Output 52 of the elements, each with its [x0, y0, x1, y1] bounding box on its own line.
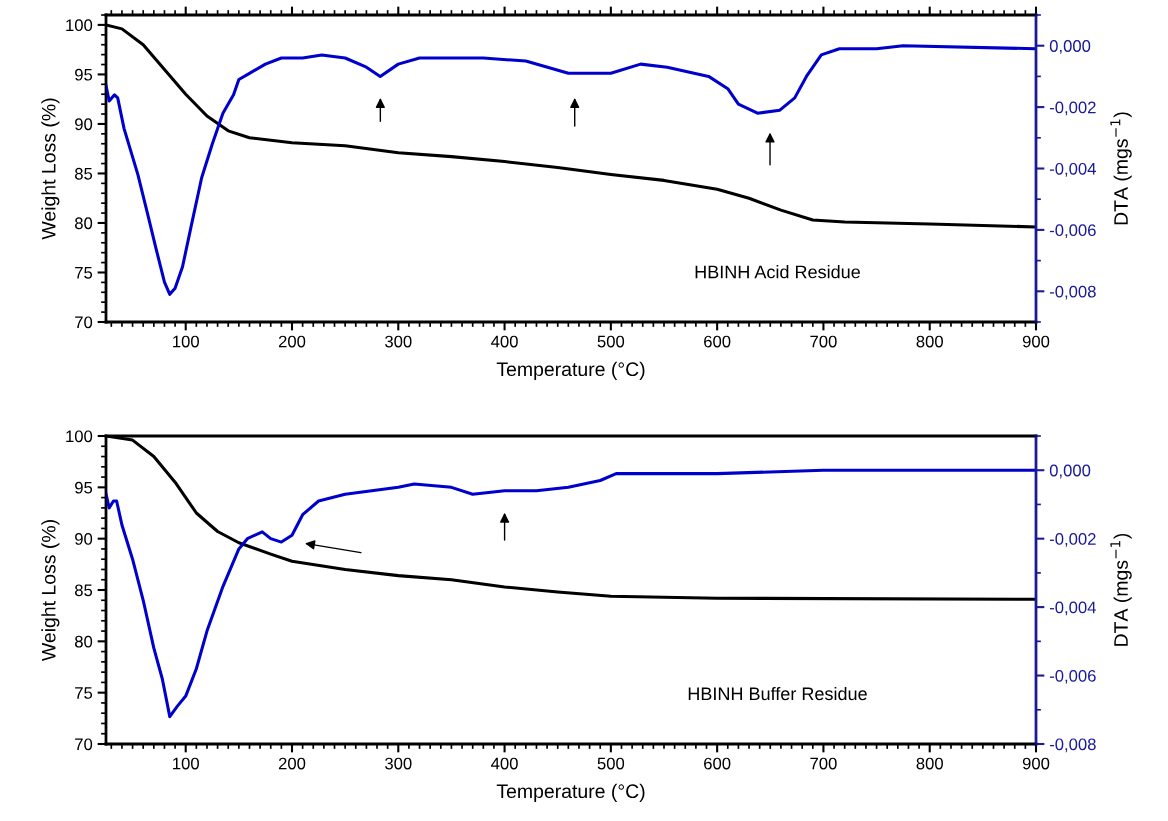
y-tick-label: 75	[75, 687, 93, 699]
y2-tick-label: 0,000	[1049, 464, 1091, 479]
y2-axis-title: DTA (mgs$^{−1}$)	[1110, 112, 1132, 225]
x-tick-label: 800	[916, 335, 943, 348]
x-tick-label: 600	[704, 335, 731, 348]
x-axis-title: Temperature (°C)	[496, 783, 645, 802]
y-tick-label: 100	[66, 430, 93, 443]
y-tick-label: 70	[75, 738, 93, 751]
x-tick-label: 500	[597, 757, 625, 770]
x-tick-label: 100	[173, 335, 199, 348]
x-tick-label: 300	[385, 335, 412, 348]
x-tick-label: 200	[278, 757, 306, 770]
y-tick-label: 90	[75, 533, 93, 545]
y2-tick-label: 0,000	[1049, 40, 1091, 54]
line-series	[106, 44, 1036, 296]
annotation: HBINH Buffer Residue	[688, 686, 867, 701]
x-tick-label: 700	[810, 757, 837, 770]
y2-tick-label: -0,006	[1049, 669, 1096, 684]
y-tick-label: 90	[75, 118, 93, 131]
x-tick-label: 900	[1022, 335, 1050, 348]
y-tick-label: 70	[75, 316, 93, 329]
x-tick-label: 400	[491, 757, 518, 770]
x-tick-label: 700	[810, 335, 837, 348]
x-tick-label: 300	[385, 757, 412, 770]
y-tick-label: 95	[75, 481, 93, 494]
y-tick-label: 80	[74, 217, 93, 230]
y-tick-label: 80	[74, 635, 93, 648]
y-axis-title: Weight Loss (%)	[41, 98, 60, 240]
y2-tick-label: -0,002	[1049, 533, 1096, 547]
line-series	[106, 468, 1036, 719]
y2-tick-label: -0,004	[1049, 162, 1096, 177]
x-tick-label: 500	[597, 335, 625, 348]
y-tick-label: 75	[75, 267, 93, 279]
x-tick-label: 900	[1022, 757, 1050, 770]
y2-tick-label: -0,004	[1049, 601, 1096, 616]
y-tick-label: 85	[74, 167, 93, 180]
x-tick-label: 400	[491, 335, 518, 348]
y-tick-label: 85	[74, 584, 93, 597]
x-tick-label: 800	[916, 757, 943, 770]
x-tick-label: 100	[173, 757, 199, 770]
y-axis-title: Weight Loss (%)	[41, 520, 60, 662]
y2-axis-title: DTA (mgs$^{−1}$)	[1110, 533, 1132, 646]
y-tick-label: 100	[66, 19, 93, 32]
x-axis-title: Temperature (°C)	[496, 361, 645, 380]
annotation: HBINH Acid Residue	[695, 265, 860, 279]
y2-tick-label: -0,006	[1049, 224, 1096, 239]
x-tick-label: 600	[704, 757, 731, 770]
y-tick-label: 95	[75, 68, 93, 81]
y2-tick-label: -0,002	[1049, 101, 1096, 116]
y2-tick-label: -0,008	[1049, 285, 1096, 300]
y2-tick-label: -0,008	[1049, 738, 1096, 753]
x-tick-label: 200	[278, 335, 306, 348]
